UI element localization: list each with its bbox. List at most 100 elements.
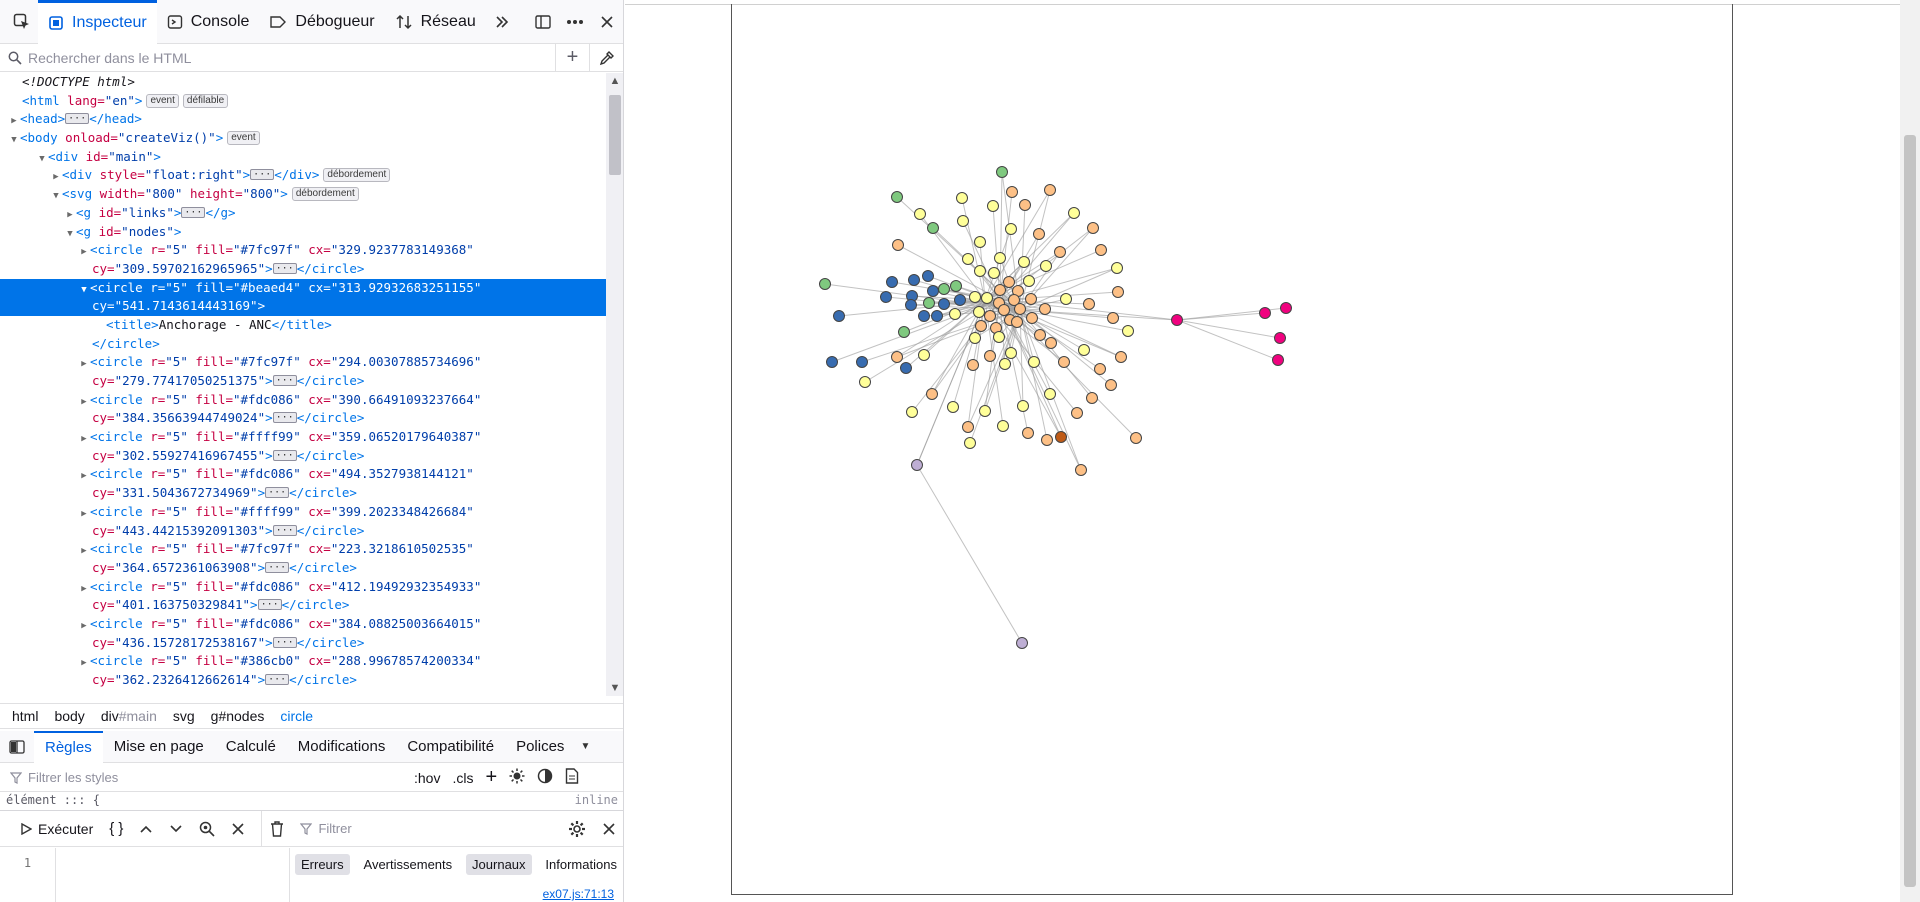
graph-node[interactable] <box>819 278 831 290</box>
markup-line-html[interactable]: <html lang="en"> event défilable <box>0 92 606 111</box>
graph-node[interactable] <box>1040 260 1052 272</box>
class-button[interactable]: .cls <box>452 769 474 786</box>
graph-node[interactable] <box>969 332 981 344</box>
collapsed-ellipsis[interactable]: ··· <box>265 674 290 685</box>
close-editor-icon[interactable] <box>223 811 253 847</box>
overflow-badge[interactable]: débordement <box>323 168 391 183</box>
graph-node[interactable] <box>974 236 986 248</box>
tab-fonts[interactable]: Polices <box>516 738 565 755</box>
collapse-arrow-icon[interactable]: ▼ <box>53 191 59 202</box>
tab-network[interactable]: Réseau <box>385 0 486 44</box>
graph-node[interactable] <box>938 298 950 310</box>
graph-node[interactable] <box>1280 302 1292 314</box>
graph-node[interactable] <box>1058 356 1070 368</box>
graph-node[interactable] <box>891 191 903 203</box>
markup-line-circle-cont[interactable]: cy="541.7143614443169"> <box>0 297 606 316</box>
graph-node[interactable] <box>922 270 934 282</box>
filter-logs-button[interactable]: Journaux <box>466 854 532 875</box>
graph-node[interactable] <box>998 304 1010 316</box>
markup-line-g-links[interactable]: ▶ <g id="links"> ··· </g> <box>0 204 606 223</box>
graph-node[interactable] <box>1005 347 1017 359</box>
graph-node[interactable] <box>1054 246 1066 258</box>
graph-node[interactable] <box>908 274 920 286</box>
graph-node[interactable] <box>1259 307 1271 319</box>
add-node-button[interactable]: + <box>555 43 589 72</box>
tab-compatibility[interactable]: Compatibilité <box>407 738 495 755</box>
graph-node[interactable] <box>1017 400 1029 412</box>
collapse-arrow-icon[interactable]: ▼ <box>11 135 17 146</box>
graph-node[interactable] <box>1112 286 1124 298</box>
graph-node[interactable] <box>1014 303 1026 315</box>
graph-node[interactable] <box>927 222 939 234</box>
graph-node[interactable] <box>880 291 892 303</box>
breadcrumb-circle[interactable]: circle <box>280 708 314 724</box>
breadcrumb-body[interactable]: body <box>54 708 85 724</box>
graph-node[interactable] <box>1055 431 1067 443</box>
breadcrumb-g-nodes[interactable]: g#nodes <box>210 708 265 724</box>
graph-node[interactable] <box>927 285 939 297</box>
expand-arrow-icon[interactable]: ▶ <box>81 396 87 407</box>
graph-node[interactable] <box>1044 388 1056 400</box>
graph-node[interactable] <box>918 349 930 361</box>
graph-node[interactable] <box>962 253 974 265</box>
graph-node[interactable] <box>988 267 1000 279</box>
graph-node[interactable] <box>1045 337 1057 349</box>
graph-node[interactable] <box>954 294 966 306</box>
page-scrollbar-thumb[interactable] <box>1904 135 1916 887</box>
markup-line-circle[interactable]: ▶ <circle r="5" fill="#7fc97f" cx="329.92… <box>0 241 606 260</box>
graph-node[interactable] <box>923 297 935 309</box>
collapse-arrow-icon[interactable]: ▼ <box>39 153 45 164</box>
collapsed-ellipsis[interactable]: ··· <box>272 524 297 536</box>
graph-node[interactable] <box>994 284 1006 296</box>
graph-node[interactable] <box>1083 298 1095 310</box>
collapsed-ellipsis[interactable]: ··· <box>272 375 297 386</box>
markup-line-circle[interactable]: ▼ <circle r="5" fill="#beaed4" cx="313.92… <box>0 278 606 298</box>
graph-node[interactable] <box>1171 314 1183 326</box>
scroll-up-icon[interactable]: ▲ <box>609 75 621 87</box>
tab-debugger[interactable]: Débogueur <box>259 0 384 44</box>
collapsed-ellipsis[interactable]: ··· <box>265 561 290 573</box>
breadcrumb-svg[interactable]: svg <box>172 708 195 724</box>
markup-line-svg[interactable]: ▼ <svg width="800" height="800"> débordeme… <box>0 185 606 204</box>
graph-node[interactable] <box>997 420 1009 432</box>
graph-node[interactable] <box>914 208 926 220</box>
graph-node[interactable] <box>994 252 1006 264</box>
collapsed-ellipsis[interactable]: ··· <box>272 262 297 274</box>
markup-line-circle-cont[interactable]: cy="302.55927416967455"> ··· </circle> <box>92 447 365 463</box>
more-options-icon[interactable] <box>559 0 591 44</box>
graph-node[interactable] <box>974 265 986 277</box>
graph-node[interactable] <box>1011 316 1023 328</box>
source-link[interactable]: ex07.js:71:13 <box>542 887 614 901</box>
markup-line-div-float[interactable]: ▶ <div style="float:right"> ··· </div> débor… <box>0 166 606 185</box>
dark-scheme-icon[interactable] <box>531 768 559 787</box>
graph-node[interactable] <box>1130 432 1142 444</box>
graph-node[interactable] <box>1095 244 1107 256</box>
graph-node[interactable] <box>1115 351 1127 363</box>
graph-node[interactable] <box>987 200 999 212</box>
graph-node[interactable] <box>938 283 950 295</box>
graph-node[interactable] <box>950 280 962 292</box>
eyedropper-button[interactable] <box>589 43 623 72</box>
graph-node[interactable] <box>911 459 923 471</box>
graph-node[interactable] <box>1274 332 1286 344</box>
graph-node[interactable] <box>1005 223 1017 235</box>
markup-line-circle[interactable]: ▶ <circle r="5" fill="#ffff99" cx="399.20… <box>0 503 606 522</box>
reverse-search-icon[interactable] <box>191 811 223 847</box>
tab-rules[interactable]: Règles <box>34 730 103 763</box>
collapsed-ellipsis[interactable]: ··· <box>272 636 297 648</box>
graph-node[interactable] <box>898 326 910 338</box>
graph-node[interactable] <box>1078 344 1090 356</box>
dock-icon[interactable] <box>527 0 559 44</box>
graph-node[interactable] <box>886 276 898 288</box>
chevron-down-icon[interactable] <box>161 811 191 847</box>
markup-line-circle-cont[interactable]: cy="436.15728172538167"> ··· </circle> <box>92 634 365 650</box>
markup-line-circle[interactable]: ▶ <circle r="5" fill="#fdc086" cx="412.19… <box>0 578 606 597</box>
graph-node[interactable] <box>979 405 991 417</box>
graph-node[interactable] <box>833 310 845 322</box>
graph-node[interactable] <box>1086 392 1098 404</box>
scrollbar-thumb[interactable] <box>609 95 621 175</box>
graph-node[interactable] <box>900 362 912 374</box>
markup-line-circle[interactable]: ▶ <circle r="5" fill="#386cb0" cx="288.99… <box>0 652 606 671</box>
graph-node[interactable] <box>1105 379 1117 391</box>
expand-arrow-icon[interactable]: ▶ <box>81 359 87 370</box>
